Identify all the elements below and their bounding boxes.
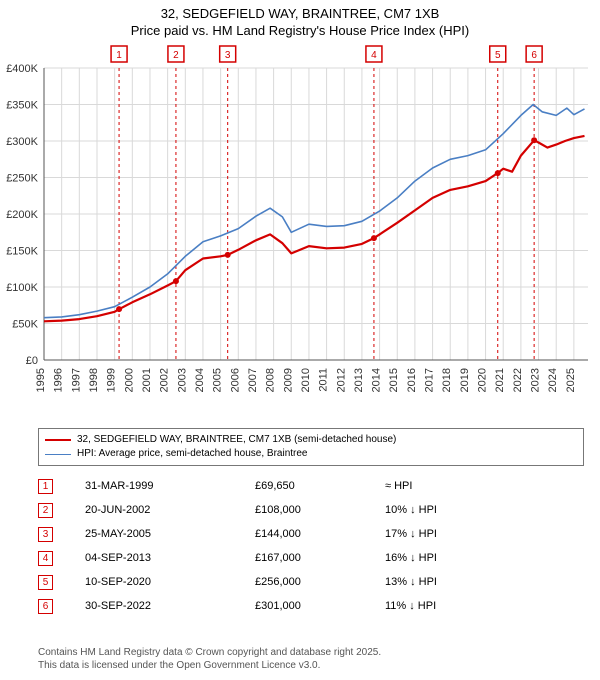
table-row: 1 31-MAR-1999£69,650≈ HPI xyxy=(38,474,584,498)
row-comparison: 16% ↓ HPI xyxy=(385,552,535,564)
svg-text:2024: 2024 xyxy=(547,368,559,392)
row-comparison: ≈ HPI xyxy=(385,480,535,492)
row-marker: 6 xyxy=(38,599,53,614)
svg-text:£200K: £200K xyxy=(6,209,38,221)
svg-text:5: 5 xyxy=(495,50,501,61)
svg-text:4: 4 xyxy=(371,50,377,61)
svg-text:1997: 1997 xyxy=(70,368,82,392)
table-row: 4 04-SEP-2013£167,00016% ↓ HPI xyxy=(38,546,584,570)
svg-text:2010: 2010 xyxy=(300,368,312,392)
svg-text:2012: 2012 xyxy=(335,368,347,392)
svg-text:2007: 2007 xyxy=(247,368,259,392)
svg-text:£300K: £300K xyxy=(6,136,38,148)
svg-text:2016: 2016 xyxy=(406,368,418,392)
svg-text:2008: 2008 xyxy=(265,368,277,392)
row-comparison: 10% ↓ HPI xyxy=(385,504,535,516)
legend-swatch xyxy=(45,439,71,441)
row-price: £108,000 xyxy=(255,504,385,516)
legend-swatch xyxy=(45,454,71,455)
row-date: 31-MAR-1999 xyxy=(85,480,255,492)
svg-text:2023: 2023 xyxy=(530,368,542,392)
row-price: £69,650 xyxy=(255,480,385,492)
title-address: 32, SEDGEFIELD WAY, BRAINTREE, CM7 1XB xyxy=(0,6,600,21)
row-price: £256,000 xyxy=(255,576,385,588)
svg-text:2002: 2002 xyxy=(159,368,171,392)
svg-text:6: 6 xyxy=(531,50,537,61)
row-date: 25-MAY-2005 xyxy=(85,528,255,540)
svg-text:2004: 2004 xyxy=(194,368,206,392)
svg-text:3: 3 xyxy=(225,50,231,61)
row-marker: 4 xyxy=(38,551,53,566)
svg-text:2022: 2022 xyxy=(512,368,524,392)
legend: 32, SEDGEFIELD WAY, BRAINTREE, CM7 1XB (… xyxy=(38,428,584,466)
svg-text:2001: 2001 xyxy=(141,368,153,392)
row-marker: 2 xyxy=(38,503,53,518)
footer-line: This data is licensed under the Open Gov… xyxy=(38,659,584,672)
row-comparison: 17% ↓ HPI xyxy=(385,528,535,540)
row-comparison: 11% ↓ HPI xyxy=(385,600,535,612)
title-subtitle: Price paid vs. HM Land Registry's House … xyxy=(0,23,600,38)
legend-item: 32, SEDGEFIELD WAY, BRAINTREE, CM7 1XB (… xyxy=(45,433,577,447)
copyright-footer: Contains HM Land Registry data © Crown c… xyxy=(38,646,584,672)
row-date: 20-JUN-2002 xyxy=(85,504,255,516)
svg-text:2011: 2011 xyxy=(318,368,330,392)
svg-text:1996: 1996 xyxy=(53,368,65,392)
svg-text:£400K: £400K xyxy=(6,63,38,75)
row-price: £144,000 xyxy=(255,528,385,540)
row-marker: 5 xyxy=(38,575,53,590)
row-comparison: 13% ↓ HPI xyxy=(385,576,535,588)
row-date: 10-SEP-2020 xyxy=(85,576,255,588)
row-date: 30-SEP-2022 xyxy=(85,600,255,612)
svg-text:2020: 2020 xyxy=(477,368,489,392)
svg-text:2014: 2014 xyxy=(371,368,383,392)
row-marker: 1 xyxy=(38,479,53,494)
svg-text:2009: 2009 xyxy=(282,368,294,392)
legend-label: 32, SEDGEFIELD WAY, BRAINTREE, CM7 1XB (… xyxy=(77,433,396,447)
svg-text:1: 1 xyxy=(116,50,122,61)
table-row: 3 25-MAY-2005£144,00017% ↓ HPI xyxy=(38,522,584,546)
svg-text:2018: 2018 xyxy=(441,368,453,392)
svg-text:£0: £0 xyxy=(26,355,38,367)
svg-text:2019: 2019 xyxy=(459,368,471,392)
svg-text:1995: 1995 xyxy=(35,368,47,392)
footer-line: Contains HM Land Registry data © Crown c… xyxy=(38,646,584,659)
svg-text:1998: 1998 xyxy=(88,368,100,392)
svg-text:£150K: £150K xyxy=(6,246,38,258)
svg-text:2013: 2013 xyxy=(353,368,365,392)
svg-text:2003: 2003 xyxy=(176,368,188,392)
svg-text:2025: 2025 xyxy=(565,368,577,392)
svg-text:2017: 2017 xyxy=(424,368,436,392)
table-row: 2 20-JUN-2002£108,00010% ↓ HPI xyxy=(38,498,584,522)
svg-text:2005: 2005 xyxy=(212,368,224,392)
row-date: 04-SEP-2013 xyxy=(85,552,255,564)
svg-text:2: 2 xyxy=(173,50,179,61)
table-row: 6 30-SEP-2022£301,00011% ↓ HPI xyxy=(38,594,584,618)
svg-text:£250K: £250K xyxy=(6,173,38,185)
legend-item: HPI: Average price, semi-detached house,… xyxy=(45,447,577,461)
table-row: 5 10-SEP-2020£256,00013% ↓ HPI xyxy=(38,570,584,594)
svg-text:2021: 2021 xyxy=(494,368,506,392)
svg-text:2000: 2000 xyxy=(123,368,135,392)
chart-svg: £0 £50K £100K £150K £200K £250K £300K £350K £400… xyxy=(0,40,600,420)
row-price: £301,000 xyxy=(255,600,385,612)
svg-text:£50K: £50K xyxy=(12,319,38,331)
row-price: £167,000 xyxy=(255,552,385,564)
legend-label: HPI: Average price, semi-detached house,… xyxy=(77,447,308,461)
svg-text:£350K: £350K xyxy=(6,100,38,112)
svg-text:2015: 2015 xyxy=(388,368,400,392)
svg-text:2006: 2006 xyxy=(229,368,241,392)
svg-text:£100K: £100K xyxy=(6,282,38,294)
row-marker: 3 xyxy=(38,527,53,542)
sales-table: 1 31-MAR-1999£69,650≈ HPI 2 20-JUN-2002£108… xyxy=(38,474,584,618)
svg-text:1999: 1999 xyxy=(106,368,118,392)
chart: £0 £50K £100K £150K £200K £250K £300K £350K £400… xyxy=(0,40,600,420)
